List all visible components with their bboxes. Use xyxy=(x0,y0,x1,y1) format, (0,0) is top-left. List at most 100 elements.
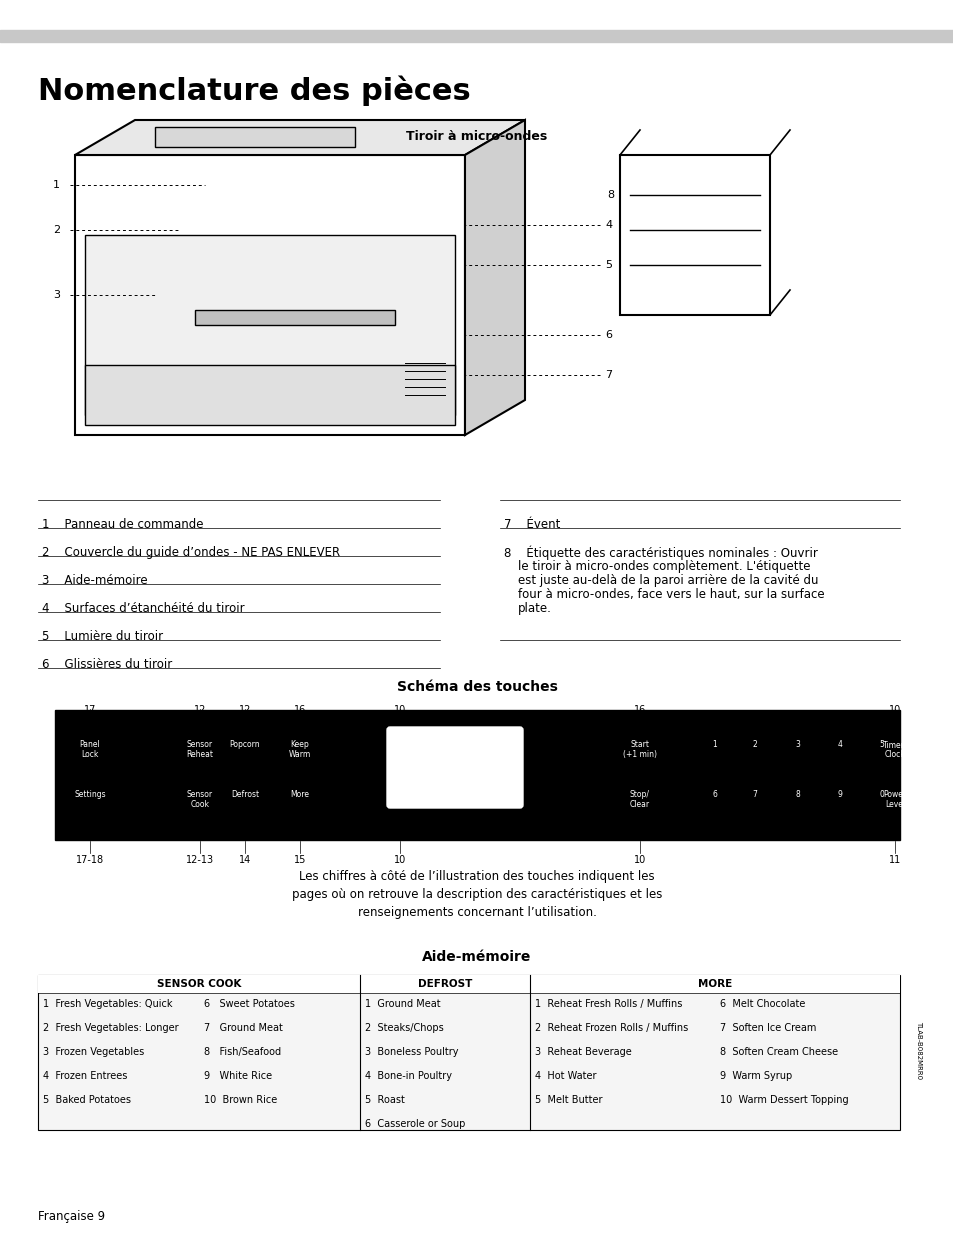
Text: 8: 8 xyxy=(795,790,800,799)
Text: 2  Fresh Vegetables: Longer: 2 Fresh Vegetables: Longer xyxy=(43,1023,178,1032)
Text: Les chiffres à côté de l’illustration des touches indiquent les
pages où on retr: Les chiffres à côté de l’illustration de… xyxy=(292,869,661,919)
Text: 3    Aide-mémoire: 3 Aide-mémoire xyxy=(42,574,148,587)
Text: 14: 14 xyxy=(238,855,251,864)
Text: Defrost: Defrost xyxy=(231,790,259,799)
Text: 4: 4 xyxy=(604,220,612,230)
Text: 4  Frozen Entrees: 4 Frozen Entrees xyxy=(43,1071,128,1081)
Text: 4  Bone-in Poultry: 4 Bone-in Poultry xyxy=(365,1071,452,1081)
Text: 7: 7 xyxy=(752,790,757,799)
Text: Française 9: Française 9 xyxy=(38,1210,105,1223)
Text: 1  Reheat Fresh Rolls / Muffins: 1 Reheat Fresh Rolls / Muffins xyxy=(535,999,681,1009)
Text: Panel
Lock: Panel Lock xyxy=(79,740,100,760)
Text: 6  Melt Chocolate: 6 Melt Chocolate xyxy=(720,999,804,1009)
Text: DEFROST: DEFROST xyxy=(417,979,472,989)
Bar xyxy=(359,974,530,993)
Text: 9  Warm Syrup: 9 Warm Syrup xyxy=(720,1071,791,1081)
Bar xyxy=(194,310,395,325)
Text: 2: 2 xyxy=(752,740,757,748)
Text: 7   Ground Meat: 7 Ground Meat xyxy=(204,1023,283,1032)
Text: 16: 16 xyxy=(633,705,645,715)
Text: Stop/
Clear: Stop/ Clear xyxy=(629,790,649,809)
Bar xyxy=(75,156,464,435)
Text: 2: 2 xyxy=(52,225,60,235)
Text: Power
Level: Power Level xyxy=(882,790,905,809)
Text: 3: 3 xyxy=(795,740,800,748)
Text: 1  Ground Meat: 1 Ground Meat xyxy=(365,999,440,1009)
Text: plate.: plate. xyxy=(517,601,551,615)
Text: 6: 6 xyxy=(604,330,612,340)
Text: 5  Roast: 5 Roast xyxy=(365,1095,404,1105)
Text: 2  Steaks/Chops: 2 Steaks/Chops xyxy=(365,1023,443,1032)
Text: 6    Glissières du tiroir: 6 Glissières du tiroir xyxy=(42,658,172,671)
Text: Schéma des touches: Schéma des touches xyxy=(396,680,557,694)
Text: Aide-mémoire: Aide-mémoire xyxy=(422,950,531,965)
Text: 10: 10 xyxy=(394,855,406,864)
Text: 4: 4 xyxy=(837,740,841,748)
Text: 8: 8 xyxy=(606,190,614,200)
Bar xyxy=(38,974,899,1130)
Text: 5  Melt Butter: 5 Melt Butter xyxy=(535,1095,602,1105)
Text: SENSOR COOK: SENSOR COOK xyxy=(156,979,241,989)
Text: 11: 11 xyxy=(888,855,901,864)
Text: 4  Hot Water: 4 Hot Water xyxy=(535,1071,596,1081)
Text: 5  Baked Potatoes: 5 Baked Potatoes xyxy=(43,1095,131,1105)
Text: 6  Casserole or Soup: 6 Casserole or Soup xyxy=(365,1119,465,1129)
Text: 1: 1 xyxy=(53,180,60,190)
Text: 7: 7 xyxy=(604,370,612,380)
Text: Start
(+1 min): Start (+1 min) xyxy=(622,740,657,760)
Text: 5    Lumière du tiroir: 5 Lumière du tiroir xyxy=(42,630,163,643)
Polygon shape xyxy=(464,120,524,435)
Text: four à micro-ondes, face vers le haut, sur la surface: four à micro-ondes, face vers le haut, s… xyxy=(517,588,823,601)
Bar xyxy=(0,30,953,42)
Text: 2    Couvercle du guide d’ondes - NE PAS ENLEVER: 2 Couvercle du guide d’ondes - NE PAS EN… xyxy=(42,546,340,559)
Text: Timer/
Clock: Timer/ Clock xyxy=(882,740,906,760)
Text: 1    Panneau de commande: 1 Panneau de commande xyxy=(42,517,203,531)
Text: 15: 15 xyxy=(294,855,306,864)
Text: 3  Frozen Vegetables: 3 Frozen Vegetables xyxy=(43,1047,144,1057)
Text: le tiroir à micro-ondes complètement. L'étiquette: le tiroir à micro-ondes complètement. L'… xyxy=(517,559,810,573)
Text: 0: 0 xyxy=(879,790,883,799)
Bar xyxy=(530,974,899,993)
Text: 12: 12 xyxy=(193,705,206,715)
Bar xyxy=(85,235,455,415)
Text: 8  Soften Cream Cheese: 8 Soften Cream Cheese xyxy=(720,1047,838,1057)
Text: Sensor
Reheat: Sensor Reheat xyxy=(186,740,213,760)
Text: Open: Open xyxy=(390,740,410,748)
Text: 5: 5 xyxy=(604,261,612,270)
Text: 9   White Rice: 9 White Rice xyxy=(204,1071,272,1081)
Text: 3  Boneless Poultry: 3 Boneless Poultry xyxy=(365,1047,458,1057)
Text: 7  Soften Ice Cream: 7 Soften Ice Cream xyxy=(720,1023,816,1032)
Text: Nomenclature des pièces: Nomenclature des pièces xyxy=(38,75,470,105)
Text: TLAB-B082MRR0: TLAB-B082MRR0 xyxy=(915,1021,921,1079)
Text: Sensor
Cook: Sensor Cook xyxy=(187,790,213,809)
Text: 3: 3 xyxy=(53,290,60,300)
Bar xyxy=(55,710,899,840)
Text: 6: 6 xyxy=(712,790,717,799)
Text: 12-13: 12-13 xyxy=(186,855,213,864)
Text: Settings: Settings xyxy=(74,790,106,799)
Text: 10: 10 xyxy=(633,855,645,864)
Text: 12: 12 xyxy=(238,705,251,715)
Text: 16: 16 xyxy=(294,705,306,715)
Text: 1  Fresh Vegetables: Quick: 1 Fresh Vegetables: Quick xyxy=(43,999,172,1009)
Text: 17: 17 xyxy=(84,705,96,715)
Bar xyxy=(85,366,455,425)
Text: 10  Brown Rice: 10 Brown Rice xyxy=(204,1095,277,1105)
Text: Popcorn: Popcorn xyxy=(230,740,260,748)
Text: Close: Close xyxy=(389,790,410,799)
Text: 2  Reheat Frozen Rolls / Muffins: 2 Reheat Frozen Rolls / Muffins xyxy=(535,1023,687,1032)
Text: 8   Fish/Seafood: 8 Fish/Seafood xyxy=(204,1047,281,1057)
Text: 10: 10 xyxy=(394,705,406,715)
FancyBboxPatch shape xyxy=(387,727,522,808)
Polygon shape xyxy=(75,120,524,156)
Bar xyxy=(38,974,359,993)
Text: MORE: MORE xyxy=(698,979,731,989)
Text: 10: 10 xyxy=(888,705,901,715)
Text: 4    Surfaces d’étanchéité du tiroir: 4 Surfaces d’étanchéité du tiroir xyxy=(42,601,244,615)
Text: Keep
Warm: Keep Warm xyxy=(289,740,311,760)
Text: 3  Reheat Beverage: 3 Reheat Beverage xyxy=(535,1047,631,1057)
Text: Tiroir à micro-ondes: Tiroir à micro-ondes xyxy=(406,130,547,143)
Text: 5: 5 xyxy=(879,740,883,748)
Text: 6   Sweet Potatoes: 6 Sweet Potatoes xyxy=(204,999,294,1009)
Text: 8    Étiquette des caractéristiques nominales : Ouvrir: 8 Étiquette des caractéristiques nominal… xyxy=(503,546,817,561)
